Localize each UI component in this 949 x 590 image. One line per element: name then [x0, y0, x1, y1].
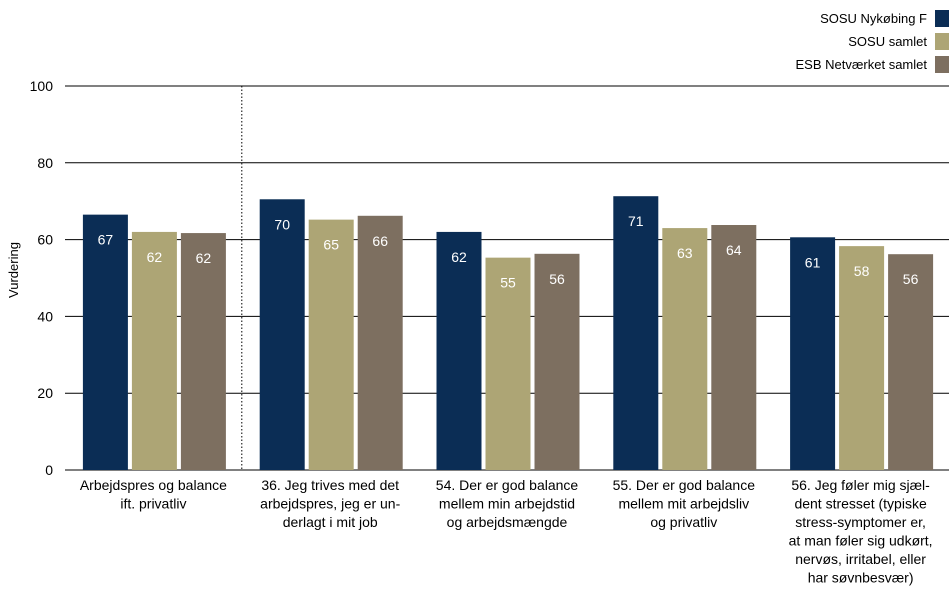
x-category-label: at man føler sig udkørt, [789, 533, 933, 549]
bar [613, 196, 659, 470]
bars: 67 62 62 70 65 66 62 55 56 71 63 64 61 58 56 [82, 196, 934, 470]
bar [485, 257, 531, 470]
x-category-label: mellem mit arbejdsliv [618, 496, 749, 512]
legend-label: ESB Netværket samlet [796, 57, 928, 72]
x-category-label: Arbejdspres og balance [80, 477, 227, 493]
legend-swatch [935, 10, 949, 27]
y-tick-label: 60 [37, 232, 53, 248]
y-tick-label: 80 [37, 155, 53, 171]
bar [82, 214, 128, 470]
data-label: 56 [549, 271, 565, 287]
bar [357, 215, 403, 470]
x-category-label: ift. privatliv [120, 496, 186, 512]
data-label: 62 [451, 249, 467, 265]
data-label: 61 [805, 254, 821, 270]
bar [131, 231, 177, 470]
data-label: 71 [628, 213, 644, 229]
bar [888, 254, 934, 470]
bar [259, 199, 305, 470]
legend-label: SOSU samlet [848, 34, 927, 49]
y-axis-title: Vurdering [6, 242, 21, 298]
x-category-label: stress-symptomer er, [795, 514, 926, 530]
x-category-label: arbejdspres, jeg er un- [260, 496, 400, 512]
x-category-label: og privatliv [650, 514, 717, 530]
x-category-label: derlagt i mit job [283, 514, 378, 530]
x-category-label: 56. Jeg føler mig sjæl- [791, 477, 930, 493]
bar [711, 225, 757, 470]
data-label: 70 [274, 216, 290, 232]
bar [662, 228, 708, 470]
bar [534, 253, 580, 470]
legend-swatch [935, 33, 949, 50]
axes: 0 20 40 60 80 100 Arbejdspres og balance ift. p… [30, 78, 933, 586]
bar [790, 237, 836, 470]
x-category-label: og arbejdsmængde [447, 514, 568, 530]
bar [308, 219, 354, 470]
data-label: 58 [854, 263, 870, 279]
x-category-label: har søvnbesvær) [808, 570, 914, 586]
data-label: 67 [98, 232, 114, 248]
legend: SOSU Nykøbing F SOSU samlet ESB Netværket … [796, 10, 949, 73]
y-tick-label: 20 [37, 385, 53, 401]
x-category-label: mellem min arbejdstid [439, 496, 575, 512]
x-category-label: nervøs, irritabel, eller [795, 551, 926, 567]
y-tick-label: 0 [45, 462, 53, 478]
bar [436, 231, 482, 470]
bar [180, 233, 226, 470]
x-category-label: 54. Der er god balance [436, 477, 579, 493]
data-label: 62 [147, 249, 163, 265]
x-category-label: 36. Jeg trives med det [261, 477, 399, 493]
data-label: 64 [726, 242, 742, 258]
data-label: 65 [323, 237, 339, 253]
y-tick-label: 100 [30, 78, 54, 94]
x-category-label: dent stresset (typiske [794, 496, 926, 512]
bar [839, 246, 885, 470]
x-category-label: 55. Der er god balance [613, 477, 756, 493]
y-tick-label: 40 [37, 308, 53, 324]
data-label: 55 [500, 275, 516, 291]
legend-swatch [935, 56, 949, 73]
data-label: 56 [903, 271, 919, 287]
data-label: 66 [372, 233, 388, 249]
legend-label: SOSU Nykøbing F [820, 11, 927, 26]
data-label: 62 [196, 250, 212, 266]
data-label: 63 [677, 245, 693, 261]
